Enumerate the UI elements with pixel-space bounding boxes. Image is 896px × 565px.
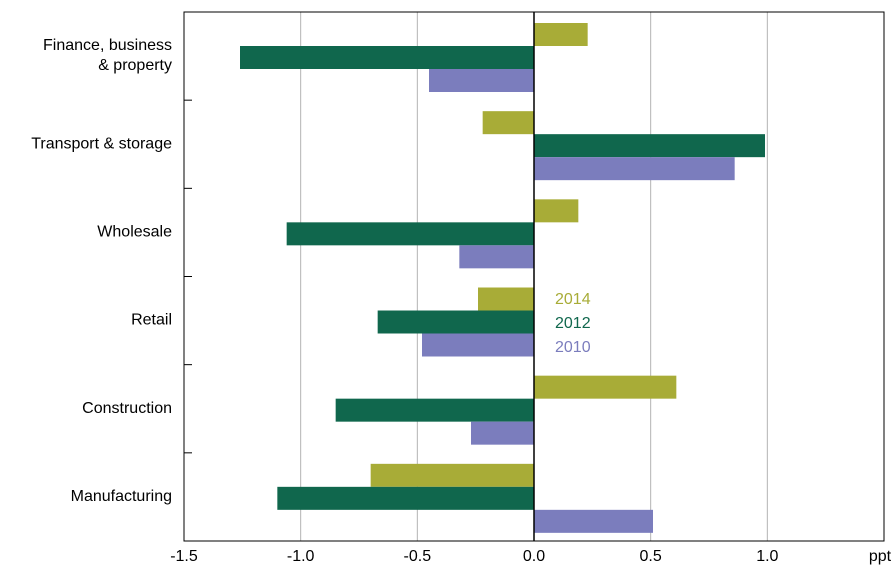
category-label: Manufacturing	[71, 488, 172, 505]
bar-2010	[422, 333, 534, 357]
bar-2012	[534, 134, 765, 158]
bar-2014	[482, 111, 534, 135]
bar-2012	[277, 486, 534, 510]
x-unit-label: ppt	[869, 548, 892, 565]
category-label: Retail	[131, 312, 172, 329]
x-tick-label: 0.5	[640, 548, 662, 565]
legend-entry: 2014	[555, 291, 591, 308]
bar-2014	[534, 23, 588, 46]
bar-2010	[534, 509, 653, 533]
category-label: Transport & storage	[31, 135, 172, 152]
bar-2010	[534, 157, 735, 181]
category-label: Construction	[82, 400, 172, 417]
bar-2014	[370, 463, 534, 487]
bar-2014	[534, 199, 579, 223]
category-labels: Finance, business & property Transport & s…	[31, 37, 172, 505]
gridlines	[300, 12, 768, 541]
bar-2012	[286, 222, 534, 246]
bar-2012	[335, 398, 534, 422]
bar-2010	[471, 421, 534, 445]
bar-2010	[459, 245, 534, 269]
x-tick-label: -1.0	[287, 548, 315, 565]
x-tick-label: 0.0	[523, 548, 545, 565]
bar-2010	[429, 69, 534, 92]
x-tick-label: -1.5	[170, 548, 198, 565]
bar-2012	[377, 310, 534, 334]
bar-2012	[240, 46, 534, 69]
bar-2014	[478, 287, 534, 311]
category-label: Wholesale	[97, 224, 172, 241]
x-tick-labels: -1.5 -1.0 -0.5 0.0 0.5 1.0	[170, 548, 778, 565]
bar-2014	[534, 375, 677, 399]
x-tick-label: -0.5	[404, 548, 432, 565]
legend-entry: 2010	[555, 339, 591, 356]
bars	[240, 23, 765, 533]
x-tick-label: 1.0	[756, 548, 778, 565]
axes	[183, 11, 885, 542]
legend: 2014 2012 2010	[555, 291, 591, 356]
legend-entry: 2012	[555, 315, 591, 332]
category-label: Finance, business & property	[43, 37, 172, 74]
